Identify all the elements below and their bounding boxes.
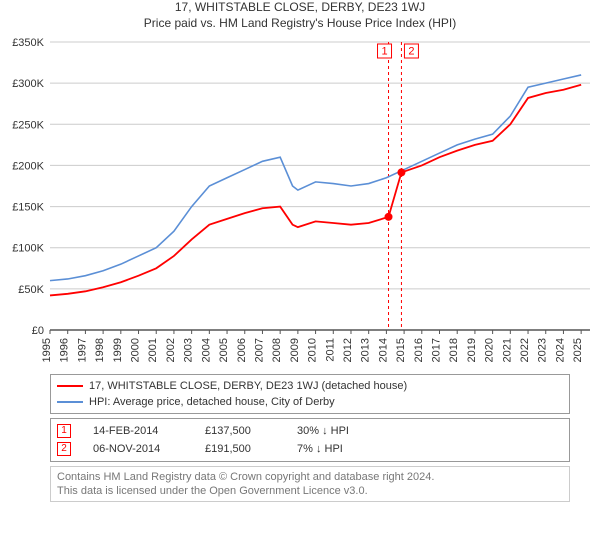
svg-text:2: 2 <box>408 45 414 57</box>
svg-text:£300K: £300K <box>12 78 44 90</box>
svg-text:2017: 2017 <box>431 338 443 362</box>
svg-text:1997: 1997 <box>76 338 88 362</box>
svg-text:£350K: £350K <box>12 37 44 49</box>
page-subtitle: Price paid vs. HM Land Registry's House … <box>0 16 600 30</box>
sales-table: 1 14-FEB-2014 £137,500 30% ↓ HPI 2 06-NOV-201… <box>50 418 570 462</box>
svg-text:2024: 2024 <box>554 338 566 362</box>
sale-price: £137,500 <box>205 422 275 440</box>
svg-text:2000: 2000 <box>130 338 142 362</box>
sales-row: 1 14-FEB-2014 £137,500 30% ↓ HPI <box>57 422 563 440</box>
svg-text:2008: 2008 <box>271 338 283 362</box>
legend-row: HPI: Average price, detached house, City… <box>57 394 563 410</box>
svg-text:1996: 1996 <box>59 338 71 362</box>
svg-text:£50K: £50K <box>18 284 44 296</box>
svg-text:2012: 2012 <box>342 338 354 362</box>
svg-text:2016: 2016 <box>413 338 425 362</box>
svg-text:£200K: £200K <box>12 160 44 172</box>
svg-text:2010: 2010 <box>307 338 319 362</box>
legend-row: 17, WHITSTABLE CLOSE, DERBY, DE23 1WJ (d… <box>57 378 563 394</box>
svg-text:2007: 2007 <box>253 338 265 362</box>
sale-hpi-delta: 30% ↓ HPI <box>297 422 349 440</box>
svg-text:£150K: £150K <box>12 202 44 214</box>
svg-text:2002: 2002 <box>165 338 177 362</box>
sale-date: 06-NOV-2014 <box>93 440 183 458</box>
svg-text:2023: 2023 <box>537 338 549 362</box>
svg-text:2004: 2004 <box>200 338 212 362</box>
svg-text:2020: 2020 <box>484 338 496 362</box>
legend-label: HPI: Average price, detached house, City… <box>89 394 335 410</box>
svg-text:2006: 2006 <box>236 338 248 362</box>
chart-area: £0 £50K £100K £150K £200K £250K £300K £350K 1995… <box>0 30 600 370</box>
attribution-footer: Contains HM Land Registry data © Crown c… <box>50 466 570 502</box>
footer-line: This data is licensed under the Open Gov… <box>57 484 563 498</box>
svg-text:£0: £0 <box>32 325 44 337</box>
sale-marker-badge: 1 <box>57 424 71 438</box>
legend-label: 17, WHITSTABLE CLOSE, DERBY, DE23 1WJ (d… <box>89 378 407 394</box>
svg-text:2011: 2011 <box>324 338 336 362</box>
svg-text:2003: 2003 <box>183 338 195 362</box>
footer-line: Contains HM Land Registry data © Crown c… <box>57 470 563 484</box>
svg-text:2025: 2025 <box>572 338 584 362</box>
svg-text:2022: 2022 <box>519 338 531 362</box>
svg-text:2013: 2013 <box>360 338 372 362</box>
sale-price: £191,500 <box>205 440 275 458</box>
svg-text:2019: 2019 <box>466 338 478 362</box>
page-title: 17, WHITSTABLE CLOSE, DERBY, DE23 1WJ <box>0 0 600 14</box>
svg-text:1: 1 <box>381 45 387 57</box>
sale-date: 14-FEB-2014 <box>93 422 183 440</box>
chart-legend: 17, WHITSTABLE CLOSE, DERBY, DE23 1WJ (d… <box>50 374 570 414</box>
svg-text:1999: 1999 <box>112 338 124 362</box>
svg-text:£250K: £250K <box>12 119 44 131</box>
svg-text:1995: 1995 <box>41 338 53 362</box>
sale-hpi-delta: 7% ↓ HPI <box>297 440 343 458</box>
svg-text:2018: 2018 <box>448 338 460 362</box>
svg-text:2014: 2014 <box>377 338 389 362</box>
svg-text:2021: 2021 <box>501 338 513 362</box>
svg-text:2001: 2001 <box>147 338 159 362</box>
sales-row: 2 06-NOV-2014 £191,500 7% ↓ HPI <box>57 440 563 458</box>
legend-swatch <box>57 401 83 403</box>
svg-text:2005: 2005 <box>218 338 230 362</box>
svg-text:2009: 2009 <box>289 338 301 362</box>
svg-text:2015: 2015 <box>395 338 407 362</box>
svg-text:£100K: £100K <box>12 243 44 255</box>
line-chart: £0 £50K £100K £150K £200K £250K £300K £350K 1995… <box>0 30 600 370</box>
svg-text:1998: 1998 <box>94 338 106 362</box>
sale-marker-badge: 2 <box>57 442 71 456</box>
legend-swatch <box>57 385 83 387</box>
